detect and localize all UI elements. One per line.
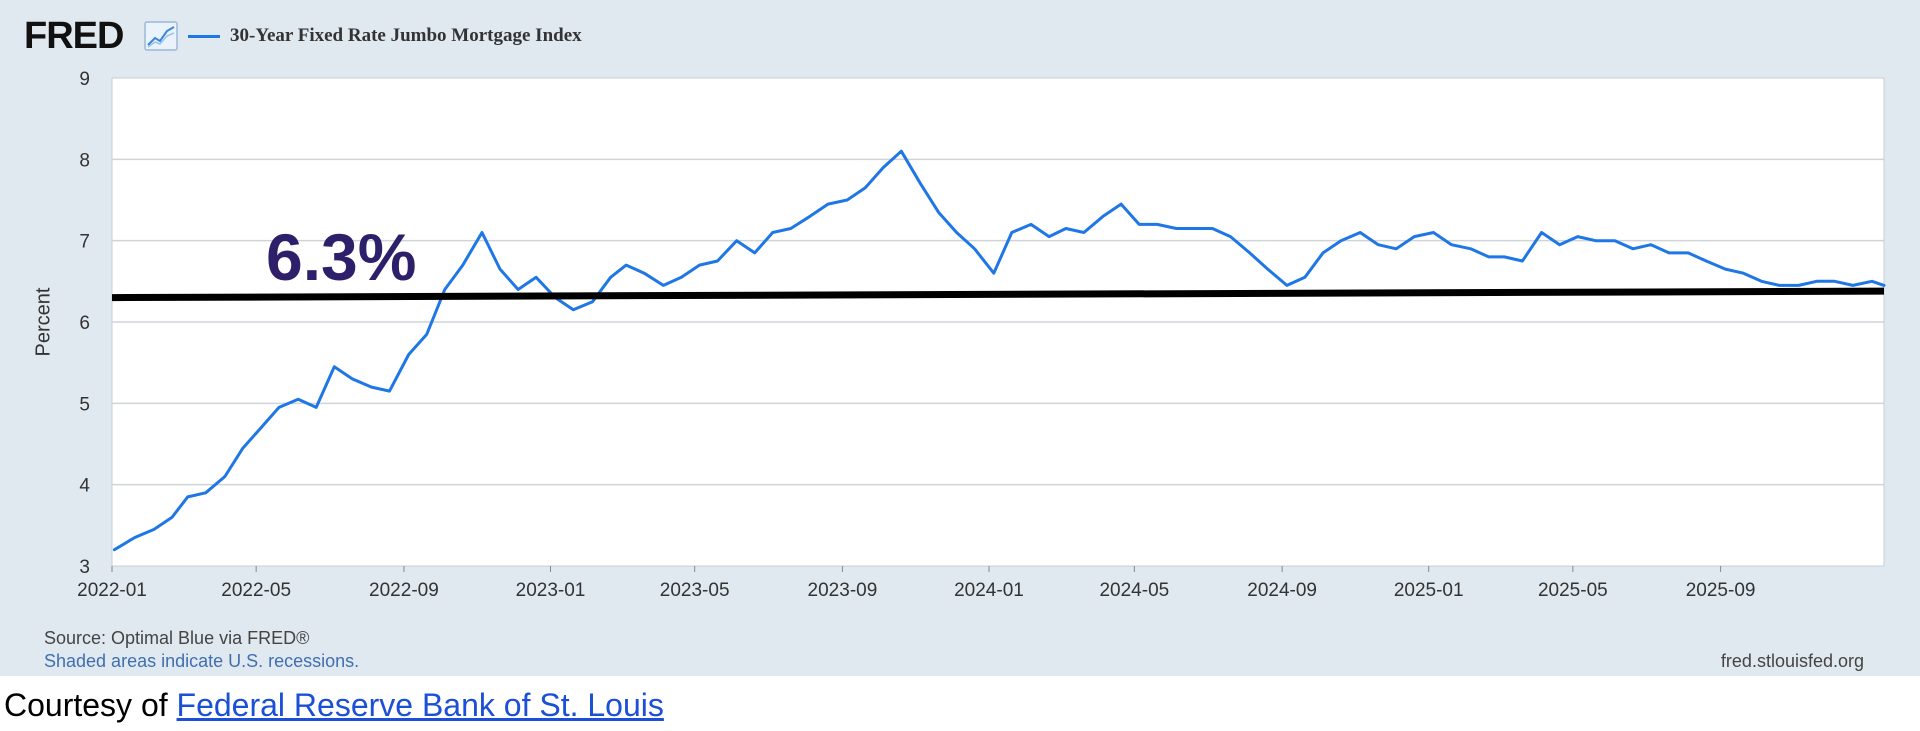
x-tick-label-2024-05: 2024-05: [1099, 580, 1169, 601]
recession-note: Shaded areas indicate U.S. recessions.: [44, 651, 360, 671]
y-tick-label-5: 5: [79, 394, 90, 415]
site-url[interactable]: fred.stlouisfed.org: [1720, 651, 1864, 671]
y-tick-label-4: 4: [79, 476, 90, 497]
y-tick-labels: 3 4 5 6 7 8 9: [79, 69, 90, 578]
annotation-line-0: [111, 287, 1885, 302]
courtesy-prefix: Courtesy of: [4, 687, 177, 723]
courtesy-link[interactable]: Federal Reserve Bank of St. Louis: [176, 687, 664, 723]
y-tick-label-6: 6: [79, 313, 90, 334]
courtesy-caption: Courtesy of Federal Reserve Bank of St. …: [4, 686, 664, 724]
series-line-0: [112, 149, 1886, 552]
x-tick-label-2022-09: 2022-09: [369, 580, 439, 601]
x-tick-label-2025-01: 2025-01: [1394, 580, 1464, 601]
x-tick-label-2025-05: 2025-05: [1538, 580, 1608, 601]
y-tick-label-9: 9: [79, 69, 90, 90]
legend-label: 30-Year Fixed Rate Jumbo Mortgage Index: [230, 25, 582, 46]
x-tick-label-2024-09: 2024-09: [1247, 580, 1317, 601]
x-tick-label-2022-05: 2022-05: [221, 580, 291, 601]
y-tick-label-3: 3: [79, 557, 90, 578]
y-tick-label-8: 8: [79, 150, 90, 171]
x-tick-label-2023-01: 2023-01: [516, 580, 586, 601]
x-tick-label-2022-01: 2022-01: [77, 580, 147, 601]
x-tick-label-2024-01: 2024-01: [954, 580, 1024, 601]
legend: 30-Year Fixed Rate Jumbo Mortgage Index: [188, 20, 582, 52]
annotation-layer: [111, 287, 1885, 302]
x-tick-label-2023-05: 2023-05: [660, 580, 730, 601]
x-tick-label-2025-09: 2025-09: [1686, 580, 1756, 601]
series-layer: [112, 149, 1886, 552]
gridlines: [112, 158, 1884, 486]
annotation-label: 6.3%: [266, 220, 417, 294]
fred-logo[interactable]: FRED: [24, 15, 124, 57]
x-tick-labels: 2022-01 2022-05 2022-09 2023-01 2023-05 2023-…: [77, 566, 1755, 601]
chart-area: 3 4 5 6 7 8 9 2022-01 2022-05 2022-09 2023-01 2023…: [77, 69, 1886, 601]
source-text: Source: Optimal Blue via FRED®: [44, 628, 310, 648]
chart-trend-icon: [144, 21, 178, 51]
x-tick-label-2023-09: 2023-09: [808, 580, 878, 601]
legend-swatch: [188, 34, 220, 38]
y-tick-label-7: 7: [79, 232, 90, 253]
y-axis-label: Percent: [32, 287, 55, 357]
